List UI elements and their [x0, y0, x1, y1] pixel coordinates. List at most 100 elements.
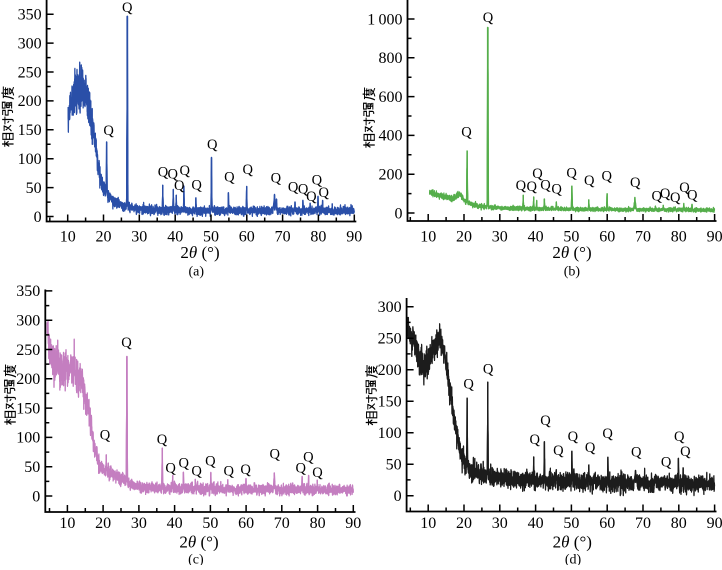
svg-text:Q: Q — [601, 169, 612, 185]
svg-text:Q: Q — [179, 456, 190, 472]
svg-text:90: 90 — [707, 228, 722, 245]
svg-text:Q: Q — [461, 125, 472, 141]
svg-text:Q: Q — [566, 166, 577, 182]
svg-text:Q: Q — [191, 463, 202, 479]
svg-text:0: 0 — [395, 205, 403, 222]
svg-text:70: 70 — [274, 515, 290, 532]
svg-text:Q: Q — [312, 173, 323, 189]
svg-text:Q: Q — [191, 178, 202, 194]
svg-text:60: 60 — [239, 228, 255, 245]
svg-text:10: 10 — [420, 515, 436, 532]
svg-text:Q: Q — [585, 440, 596, 456]
svg-text:70: 70 — [635, 515, 651, 532]
svg-text:10: 10 — [59, 515, 75, 532]
svg-text:Q: Q — [121, 335, 132, 351]
svg-text:2θ (°): 2θ (°) — [180, 243, 219, 262]
svg-text:Q: Q — [168, 167, 179, 183]
svg-text:2θ (°): 2θ (°) — [553, 533, 592, 552]
svg-text:Q: Q — [553, 443, 564, 459]
svg-text:30: 30 — [131, 515, 147, 532]
svg-text:Q: Q — [224, 170, 235, 186]
svg-text:10: 10 — [60, 228, 76, 245]
svg-text:Q: Q — [551, 182, 562, 198]
svg-text:Q: Q — [483, 361, 494, 377]
svg-text:300: 300 — [378, 299, 402, 316]
svg-text:350: 350 — [18, 7, 42, 24]
svg-text:50: 50 — [386, 457, 402, 474]
svg-text:150: 150 — [16, 400, 40, 417]
svg-text:Q: Q — [205, 453, 216, 469]
svg-text:Q: Q — [516, 178, 527, 194]
svg-text:0: 0 — [32, 488, 40, 505]
svg-text:Q: Q — [540, 413, 551, 429]
svg-text:40: 40 — [167, 228, 183, 245]
svg-text:(b): (b) — [564, 265, 581, 280]
svg-text:2θ (°): 2θ (°) — [552, 243, 591, 262]
svg-text:30: 30 — [492, 515, 508, 532]
svg-text:70: 70 — [275, 228, 291, 245]
svg-text:30: 30 — [492, 228, 508, 245]
svg-text:0: 0 — [34, 209, 42, 226]
svg-text:Q: Q — [271, 171, 282, 187]
svg-text:Q: Q — [240, 462, 251, 478]
svg-text:(d): (d) — [565, 552, 582, 565]
svg-text:Q: Q — [298, 181, 309, 197]
svg-text:Q: Q — [540, 178, 551, 194]
svg-text:Q: Q — [224, 463, 235, 479]
svg-text:150: 150 — [378, 394, 402, 411]
svg-text:200: 200 — [379, 167, 403, 184]
svg-text:200: 200 — [16, 371, 40, 388]
svg-text:Q: Q — [312, 465, 323, 481]
svg-text:Q: Q — [103, 123, 114, 139]
svg-text:70: 70 — [635, 228, 651, 245]
svg-text:Q: Q — [483, 10, 494, 26]
svg-text:60: 60 — [238, 515, 254, 532]
svg-text:Q: Q — [122, 0, 133, 16]
svg-text:Q: Q — [295, 460, 306, 476]
svg-text:20: 20 — [95, 515, 111, 532]
svg-text:40: 40 — [528, 228, 544, 245]
svg-text:Q: Q — [463, 377, 474, 393]
svg-text:90: 90 — [345, 515, 361, 532]
svg-text:250: 250 — [18, 64, 42, 81]
svg-text:800: 800 — [379, 50, 403, 67]
svg-text:50: 50 — [203, 228, 219, 245]
svg-text:Q: Q — [687, 188, 698, 204]
svg-text:Q: Q — [242, 162, 253, 178]
svg-text:Q: Q — [679, 180, 690, 196]
svg-text:Q: Q — [207, 137, 218, 153]
svg-text:Q: Q — [303, 450, 314, 466]
svg-text:Q: Q — [269, 447, 280, 463]
svg-text:Q: Q — [532, 166, 543, 182]
svg-text:250: 250 — [16, 342, 40, 359]
svg-text:50: 50 — [563, 228, 579, 245]
svg-text:40: 40 — [167, 515, 183, 532]
svg-text:90: 90 — [707, 515, 722, 532]
svg-text:Q: Q — [660, 186, 671, 202]
svg-text:2θ (°): 2θ (°) — [179, 533, 218, 552]
svg-text:80: 80 — [310, 515, 326, 532]
svg-text:60: 60 — [599, 228, 615, 245]
svg-text:20: 20 — [456, 228, 472, 245]
svg-text:300: 300 — [18, 35, 42, 52]
svg-text:200: 200 — [18, 93, 42, 110]
svg-text:Q: Q — [568, 429, 579, 445]
svg-text:0: 0 — [394, 488, 402, 505]
svg-text:600: 600 — [379, 89, 403, 106]
svg-text:Q: Q — [674, 429, 685, 445]
svg-text:30: 30 — [131, 228, 147, 245]
svg-text:(c): (c) — [188, 552, 204, 565]
svg-text:50: 50 — [202, 515, 218, 532]
svg-text:1 000: 1 000 — [367, 11, 402, 28]
svg-text:20: 20 — [456, 515, 472, 532]
svg-text:Q: Q — [652, 189, 663, 205]
svg-text:50: 50 — [563, 515, 579, 532]
svg-text:50: 50 — [24, 459, 40, 476]
svg-text:Q: Q — [318, 185, 329, 201]
svg-text:(a): (a) — [189, 265, 205, 280]
svg-text:Q: Q — [584, 173, 595, 189]
svg-text:Q: Q — [631, 444, 642, 460]
svg-text:90: 90 — [346, 228, 362, 245]
svg-text:200: 200 — [378, 362, 402, 379]
svg-text:Q: Q — [661, 455, 672, 471]
